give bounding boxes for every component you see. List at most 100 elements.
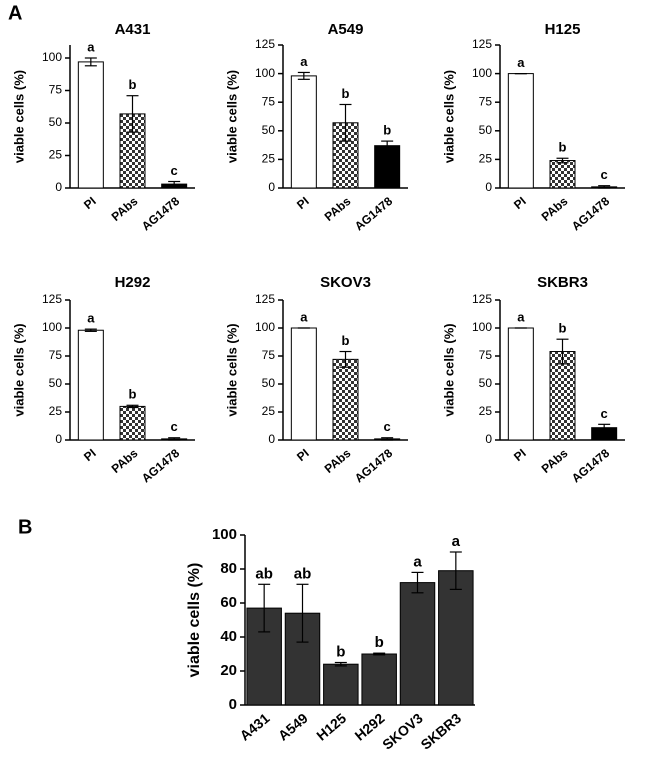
x-tick-label: AG1478: [569, 446, 612, 486]
panel-label: A: [8, 2, 22, 24]
y-tick-label: 75: [49, 83, 63, 97]
significance-letter: a: [300, 54, 308, 69]
y-tick-label: 100: [472, 66, 492, 80]
bar: [290, 75, 317, 189]
error-bar: [381, 437, 394, 441]
y-tick-label: 50: [479, 123, 493, 137]
bar: [332, 122, 359, 189]
error-bar: [373, 652, 386, 656]
chart-title: H292: [115, 274, 151, 291]
y-axis-label: viable cells (%): [441, 323, 456, 416]
error-bar: [339, 103, 352, 142]
x-tick-label: PI: [511, 194, 529, 212]
x-tick-label: AG1478: [139, 446, 182, 486]
bar: [374, 145, 401, 189]
x-tick-label: PAbs: [322, 446, 354, 476]
bar: [323, 663, 359, 706]
significance-letter: c: [171, 163, 178, 178]
significance-letter: c: [601, 167, 608, 182]
y-tick-label: 75: [479, 94, 493, 108]
x-tick-label: SKOV3: [379, 710, 426, 753]
y-tick-label: 125: [255, 37, 275, 51]
x-tick-label: PI: [294, 446, 312, 464]
y-tick-label: 25: [49, 148, 63, 162]
chart-title: A431: [115, 21, 151, 38]
bar: [361, 653, 397, 706]
chart-title: H125: [545, 21, 581, 38]
x-tick-label: SKBR3: [417, 710, 464, 753]
y-tick-label: 0: [55, 432, 62, 446]
error-bar: [449, 551, 462, 591]
y-tick-label: 125: [472, 292, 492, 306]
y-tick-label: 0: [55, 180, 62, 194]
bar: [549, 351, 576, 441]
significance-letter: a: [87, 311, 95, 326]
bar: [119, 405, 146, 441]
error-bar: [84, 57, 97, 67]
x-tick-label: H125: [313, 710, 349, 744]
y-tick-label: 50: [49, 376, 63, 390]
y-tick-label: 75: [262, 348, 276, 362]
y-tick-label: 25: [479, 404, 493, 418]
y-tick-label: 125: [42, 292, 62, 306]
chart-title: SKBR3: [537, 274, 588, 291]
error-bar: [258, 583, 271, 633]
y-tick-label: 100: [212, 526, 237, 543]
significance-letter: b: [129, 77, 137, 92]
error-bar: [411, 571, 424, 594]
bar: [332, 358, 359, 441]
significance-letter: ab: [294, 565, 312, 582]
significance-letter: b: [342, 333, 350, 348]
error-bar: [297, 71, 310, 80]
y-tick-label: 25: [479, 152, 493, 166]
error-bar: [381, 140, 394, 151]
y-tick-label: 80: [220, 560, 237, 577]
error-bar: [168, 437, 181, 441]
bar: [290, 327, 317, 441]
y-tick-label: 125: [255, 292, 275, 306]
y-tick-label: 0: [485, 180, 492, 194]
panel-label: B: [18, 516, 32, 538]
y-tick-label: 0: [268, 432, 275, 446]
y-tick-label: 100: [42, 50, 62, 64]
significance-letter: c: [171, 419, 178, 434]
significance-letter: b: [342, 86, 350, 101]
significance-letter: c: [384, 419, 391, 434]
y-axis-label: viable cells (%): [11, 70, 26, 163]
y-tick-label: 25: [49, 404, 63, 418]
y-axis-label: viable cells (%): [186, 563, 203, 678]
x-tick-label: AG1478: [569, 194, 612, 234]
bar: [549, 160, 576, 189]
error-bar: [556, 157, 569, 164]
x-tick-label: AG1478: [352, 194, 395, 234]
error-bar: [598, 185, 611, 189]
bar: [438, 570, 474, 706]
y-tick-label: 50: [49, 115, 63, 129]
y-tick-label: 50: [262, 123, 276, 137]
significance-letter: a: [413, 553, 422, 570]
chart-title: SKOV3: [320, 274, 371, 291]
y-axis-label: viable cells (%): [224, 323, 239, 416]
y-tick-label: 100: [255, 320, 275, 334]
significance-letter: ab: [255, 565, 273, 582]
significance-letter: a: [517, 55, 525, 70]
y-tick-label: 75: [479, 348, 493, 362]
significance-letter: b: [336, 643, 345, 660]
x-tick-label: PAbs: [539, 446, 571, 476]
y-tick-label: 40: [220, 628, 237, 645]
y-axis-label: viable cells (%): [11, 323, 26, 416]
y-tick-label: 0: [485, 432, 492, 446]
y-tick-label: 25: [262, 152, 276, 166]
significance-letter: a: [517, 309, 525, 324]
error-bar: [556, 338, 569, 365]
x-tick-label: PI: [294, 194, 312, 212]
x-tick-label: AG1478: [139, 194, 182, 234]
error-bar: [126, 95, 139, 133]
y-axis-label: viable cells (%): [441, 70, 456, 163]
chart-title: A549: [328, 21, 364, 38]
x-tick-label: PAbs: [109, 194, 141, 224]
significance-letter: b: [129, 387, 137, 402]
x-tick-label: PAbs: [539, 194, 571, 224]
y-tick-label: 75: [49, 348, 63, 362]
